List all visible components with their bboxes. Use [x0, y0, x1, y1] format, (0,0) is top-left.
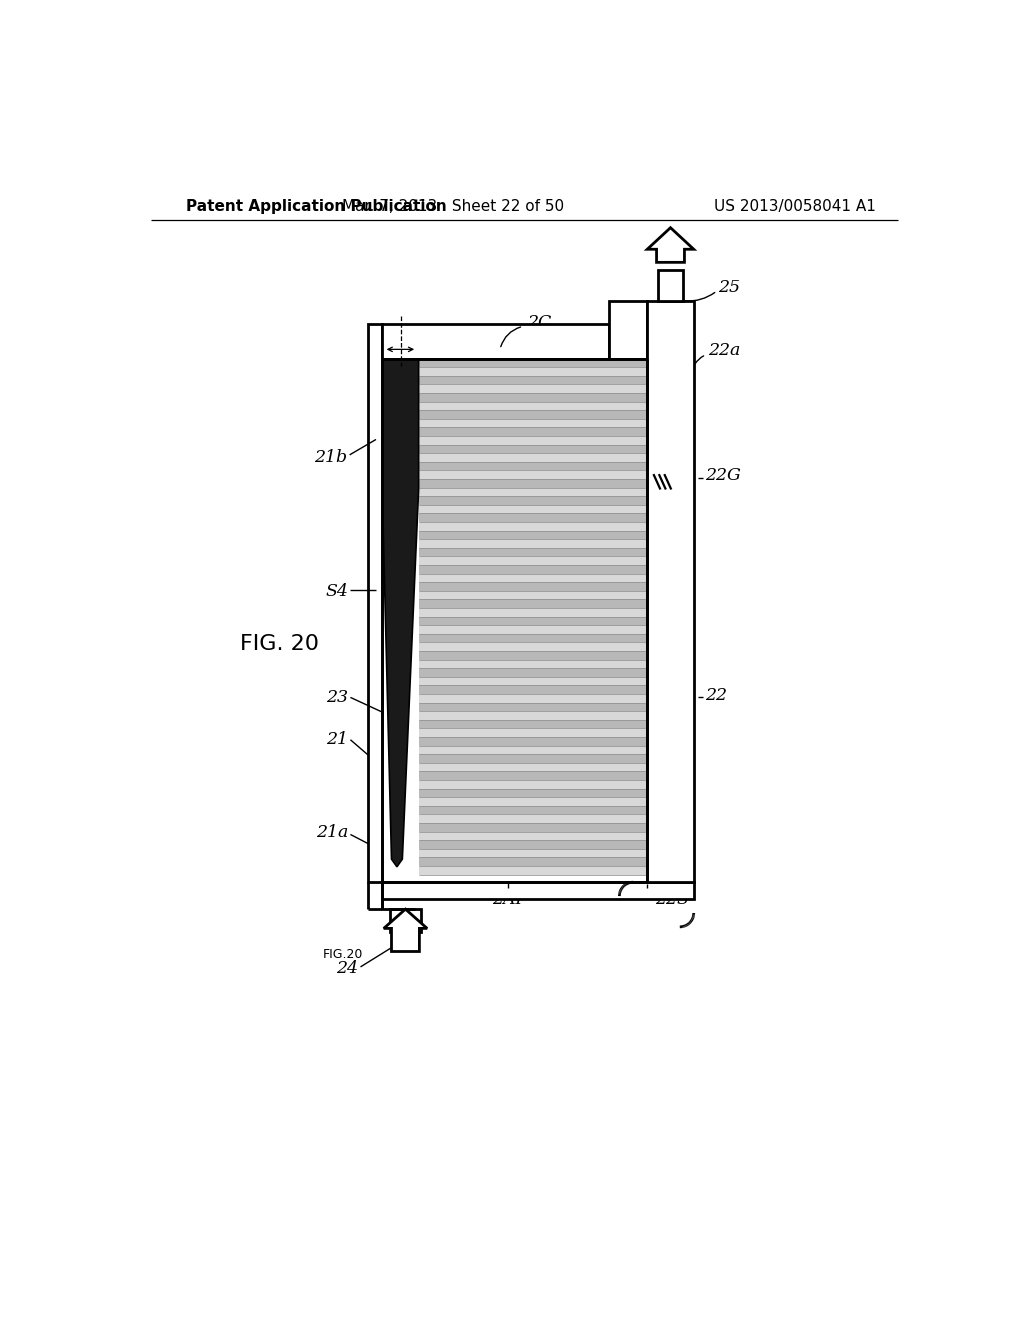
Bar [419, 702, 647, 711]
Text: 21a: 21a [315, 825, 348, 841]
Bar [419, 780, 647, 788]
Bar [419, 418, 647, 428]
Text: US 2013/0058041 A1: US 2013/0058041 A1 [714, 199, 876, 214]
Bar [419, 556, 647, 565]
Bar [419, 719, 647, 729]
Bar [390, 909, 421, 932]
Text: FIG.20: FIG.20 [323, 948, 362, 961]
Bar [419, 754, 647, 763]
Bar [419, 367, 647, 376]
Bar [419, 539, 647, 548]
Text: S4: S4 [326, 582, 348, 599]
Bar [382, 882, 693, 899]
Text: 23: 23 [326, 689, 348, 706]
Bar [419, 711, 647, 719]
Bar [419, 857, 647, 866]
Bar [419, 763, 647, 771]
Text: 21: 21 [326, 731, 348, 748]
Bar [419, 411, 647, 418]
Text: 25: 25 [719, 280, 740, 296]
Bar [419, 643, 647, 651]
Bar [419, 359, 647, 367]
Polygon shape [382, 359, 419, 867]
Bar [419, 694, 647, 702]
Bar [419, 384, 647, 393]
Bar [419, 849, 647, 857]
Text: 22G: 22G [706, 467, 741, 484]
Bar [419, 685, 647, 694]
Bar [419, 531, 647, 539]
Bar [419, 866, 647, 874]
Bar [419, 453, 647, 462]
Bar [419, 840, 647, 849]
Polygon shape [382, 359, 419, 466]
Bar [419, 599, 647, 609]
Bar [658, 271, 683, 301]
Bar [419, 788, 647, 797]
Bar [419, 634, 647, 643]
Bar [419, 582, 647, 591]
Bar [419, 729, 647, 737]
Text: 22: 22 [706, 688, 727, 705]
Text: 24: 24 [336, 960, 358, 977]
Bar [419, 462, 647, 470]
Text: Patent Application Publication: Patent Application Publication [186, 199, 446, 214]
Bar [419, 548, 647, 556]
Bar [419, 616, 647, 626]
Bar [419, 504, 647, 513]
Bar [419, 805, 647, 814]
Bar [419, 487, 647, 496]
Bar [647, 301, 693, 882]
Bar [419, 814, 647, 822]
Bar [419, 521, 647, 531]
Bar [419, 436, 647, 445]
Bar [419, 513, 647, 521]
Text: 2C: 2C [527, 314, 551, 331]
Bar [419, 737, 647, 746]
Bar [419, 479, 647, 487]
Polygon shape [384, 909, 427, 952]
Bar [419, 445, 647, 453]
Bar [419, 428, 647, 436]
Bar [369, 323, 382, 882]
Text: 22a: 22a [708, 342, 740, 359]
Bar [419, 574, 647, 582]
Bar [419, 677, 647, 685]
Text: 21b: 21b [314, 449, 347, 466]
Bar [419, 470, 647, 479]
Text: y0: y0 [385, 323, 406, 341]
Text: 22S: 22S [655, 891, 689, 908]
Bar [419, 565, 647, 574]
Polygon shape [647, 227, 693, 263]
Bar [419, 771, 647, 780]
Bar [419, 609, 647, 616]
Bar [419, 822, 647, 832]
Bar [382, 323, 608, 359]
Bar [419, 668, 647, 677]
Bar [419, 376, 647, 384]
Bar [419, 832, 647, 840]
Bar [419, 797, 647, 805]
Bar [608, 301, 647, 359]
Text: Mar. 7, 2013   Sheet 22 of 50: Mar. 7, 2013 Sheet 22 of 50 [342, 199, 564, 214]
Bar [419, 746, 647, 754]
Bar [370, 325, 381, 882]
Bar [419, 496, 647, 504]
Bar [419, 401, 647, 411]
Bar [419, 660, 647, 668]
Bar [419, 626, 647, 634]
Bar [419, 393, 647, 401]
Bar [419, 591, 647, 599]
Bar [419, 651, 647, 660]
Text: FIG. 20: FIG. 20 [240, 634, 318, 653]
Text: 2AI: 2AI [493, 891, 523, 908]
